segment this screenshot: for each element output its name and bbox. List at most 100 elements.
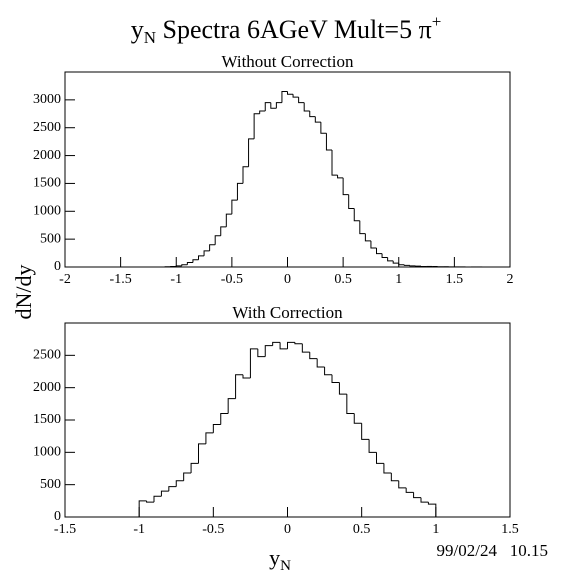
histogram-bin <box>314 116 321 123</box>
histogram-bin <box>160 490 169 497</box>
histogram-bin <box>298 97 305 104</box>
histogram-bin <box>342 177 349 196</box>
histogram-bin <box>348 194 355 209</box>
x-tick-label: -2 <box>59 272 71 287</box>
histogram-bin <box>198 255 205 260</box>
subtitle: Without Correction <box>222 52 354 71</box>
histogram-bin <box>376 452 384 464</box>
y-tick-label: 1000 <box>33 445 61 460</box>
histogram-bin <box>287 91 294 95</box>
histogram-bin <box>264 102 271 111</box>
x-tick-label: 0 <box>284 272 291 287</box>
histogram-bin <box>387 257 394 262</box>
y-tick-label: 0 <box>54 259 61 274</box>
x-tick-label: 0.5 <box>353 522 371 537</box>
x-tick-label: 1 <box>432 522 439 537</box>
histogram-bin <box>275 102 282 109</box>
histogram-bin <box>203 250 210 256</box>
x-tick-label: 2 <box>507 272 514 287</box>
histogram-bin <box>205 432 214 444</box>
histogram-bin <box>309 352 318 360</box>
histogram-bin <box>186 262 193 265</box>
histogram-bin <box>242 374 251 379</box>
histogram-bin <box>403 264 410 266</box>
histogram-bin <box>292 94 299 98</box>
histogram-bin <box>368 439 377 453</box>
histogram-bin <box>209 244 216 251</box>
histogram-bin <box>287 341 295 349</box>
y-tick-label: 1500 <box>33 412 61 427</box>
histogram-bin <box>190 462 199 474</box>
y-tick-label: 2000 <box>33 380 61 395</box>
histogram-bin <box>231 199 238 215</box>
histogram-bin <box>392 260 399 264</box>
histogram-bin <box>181 264 188 266</box>
histogram-bin <box>376 248 383 255</box>
histogram-bin <box>270 102 277 109</box>
x-tick-label: 1.5 <box>446 272 464 287</box>
histogram-bin <box>320 122 327 134</box>
histogram-bin <box>364 233 371 242</box>
histogram-bin <box>325 133 332 151</box>
histogram-bin <box>249 348 258 378</box>
plot-frame <box>64 322 511 518</box>
histogram-bin <box>212 424 221 433</box>
histogram-bin <box>259 110 266 114</box>
histogram-bin <box>236 182 243 201</box>
x-tick-label: 0.5 <box>334 272 352 287</box>
x-tick-label: -1.5 <box>54 522 76 537</box>
x-tick-label: -1 <box>133 522 145 537</box>
histogram-bin <box>309 111 316 118</box>
histogram-bin <box>381 253 388 259</box>
histogram-bin <box>198 443 206 464</box>
y-tick-label: 2000 <box>33 148 61 163</box>
histogram-bin <box>242 166 249 184</box>
x-tick-label: -1 <box>170 272 182 287</box>
histogram-bin <box>398 263 405 266</box>
histogram-bin <box>303 102 310 112</box>
histogram-bin <box>264 345 273 357</box>
y-tick-label: 3000 <box>33 92 61 107</box>
y-tick-label: 500 <box>40 231 61 246</box>
chart-title: yN Spectra 6AGeV Mult=5 π+ <box>131 12 442 47</box>
histogram-bin <box>405 487 414 493</box>
histogram-bin <box>413 492 421 499</box>
histogram-bin <box>138 500 147 517</box>
histogram-bin <box>272 341 281 346</box>
histogram-bin <box>235 374 243 399</box>
x-tick-label: -0.5 <box>202 522 224 537</box>
histogram-bin <box>192 259 199 263</box>
histogram-bin <box>214 235 221 245</box>
histogram-bin <box>331 374 340 383</box>
histogram-bin <box>324 366 332 376</box>
subtitle: With Correction <box>232 303 343 322</box>
histogram-bin <box>361 423 370 440</box>
histogram-bin <box>225 213 232 227</box>
histogram-bin <box>427 502 437 517</box>
histogram-bin <box>220 226 227 236</box>
histogram-bin <box>153 495 162 503</box>
histogram-bin <box>279 342 288 350</box>
x-tick-label: 1.5 <box>501 522 519 537</box>
plot-frame <box>64 71 511 268</box>
histogram-bin <box>301 343 310 353</box>
y-tick-label: 500 <box>40 477 61 492</box>
histogram-bin <box>383 463 392 474</box>
histogram-bin <box>253 113 260 139</box>
histogram-bin <box>294 342 303 345</box>
x-axis-label: yN <box>269 545 291 574</box>
histogram-bin <box>248 138 255 167</box>
x-tick-label: 0 <box>284 522 291 537</box>
histogram-bin <box>337 175 344 179</box>
histogram-bin <box>281 91 288 103</box>
histogram-bin <box>353 413 362 424</box>
histogram-bin <box>220 413 229 425</box>
histogram-bin <box>359 220 366 235</box>
histogram-bin <box>168 486 177 492</box>
histogram-bin <box>175 265 182 267</box>
y-tick-label: 1000 <box>33 204 61 219</box>
histogram-bin <box>353 208 360 222</box>
histogram-bin <box>316 358 325 368</box>
histogram-bin <box>175 480 184 487</box>
